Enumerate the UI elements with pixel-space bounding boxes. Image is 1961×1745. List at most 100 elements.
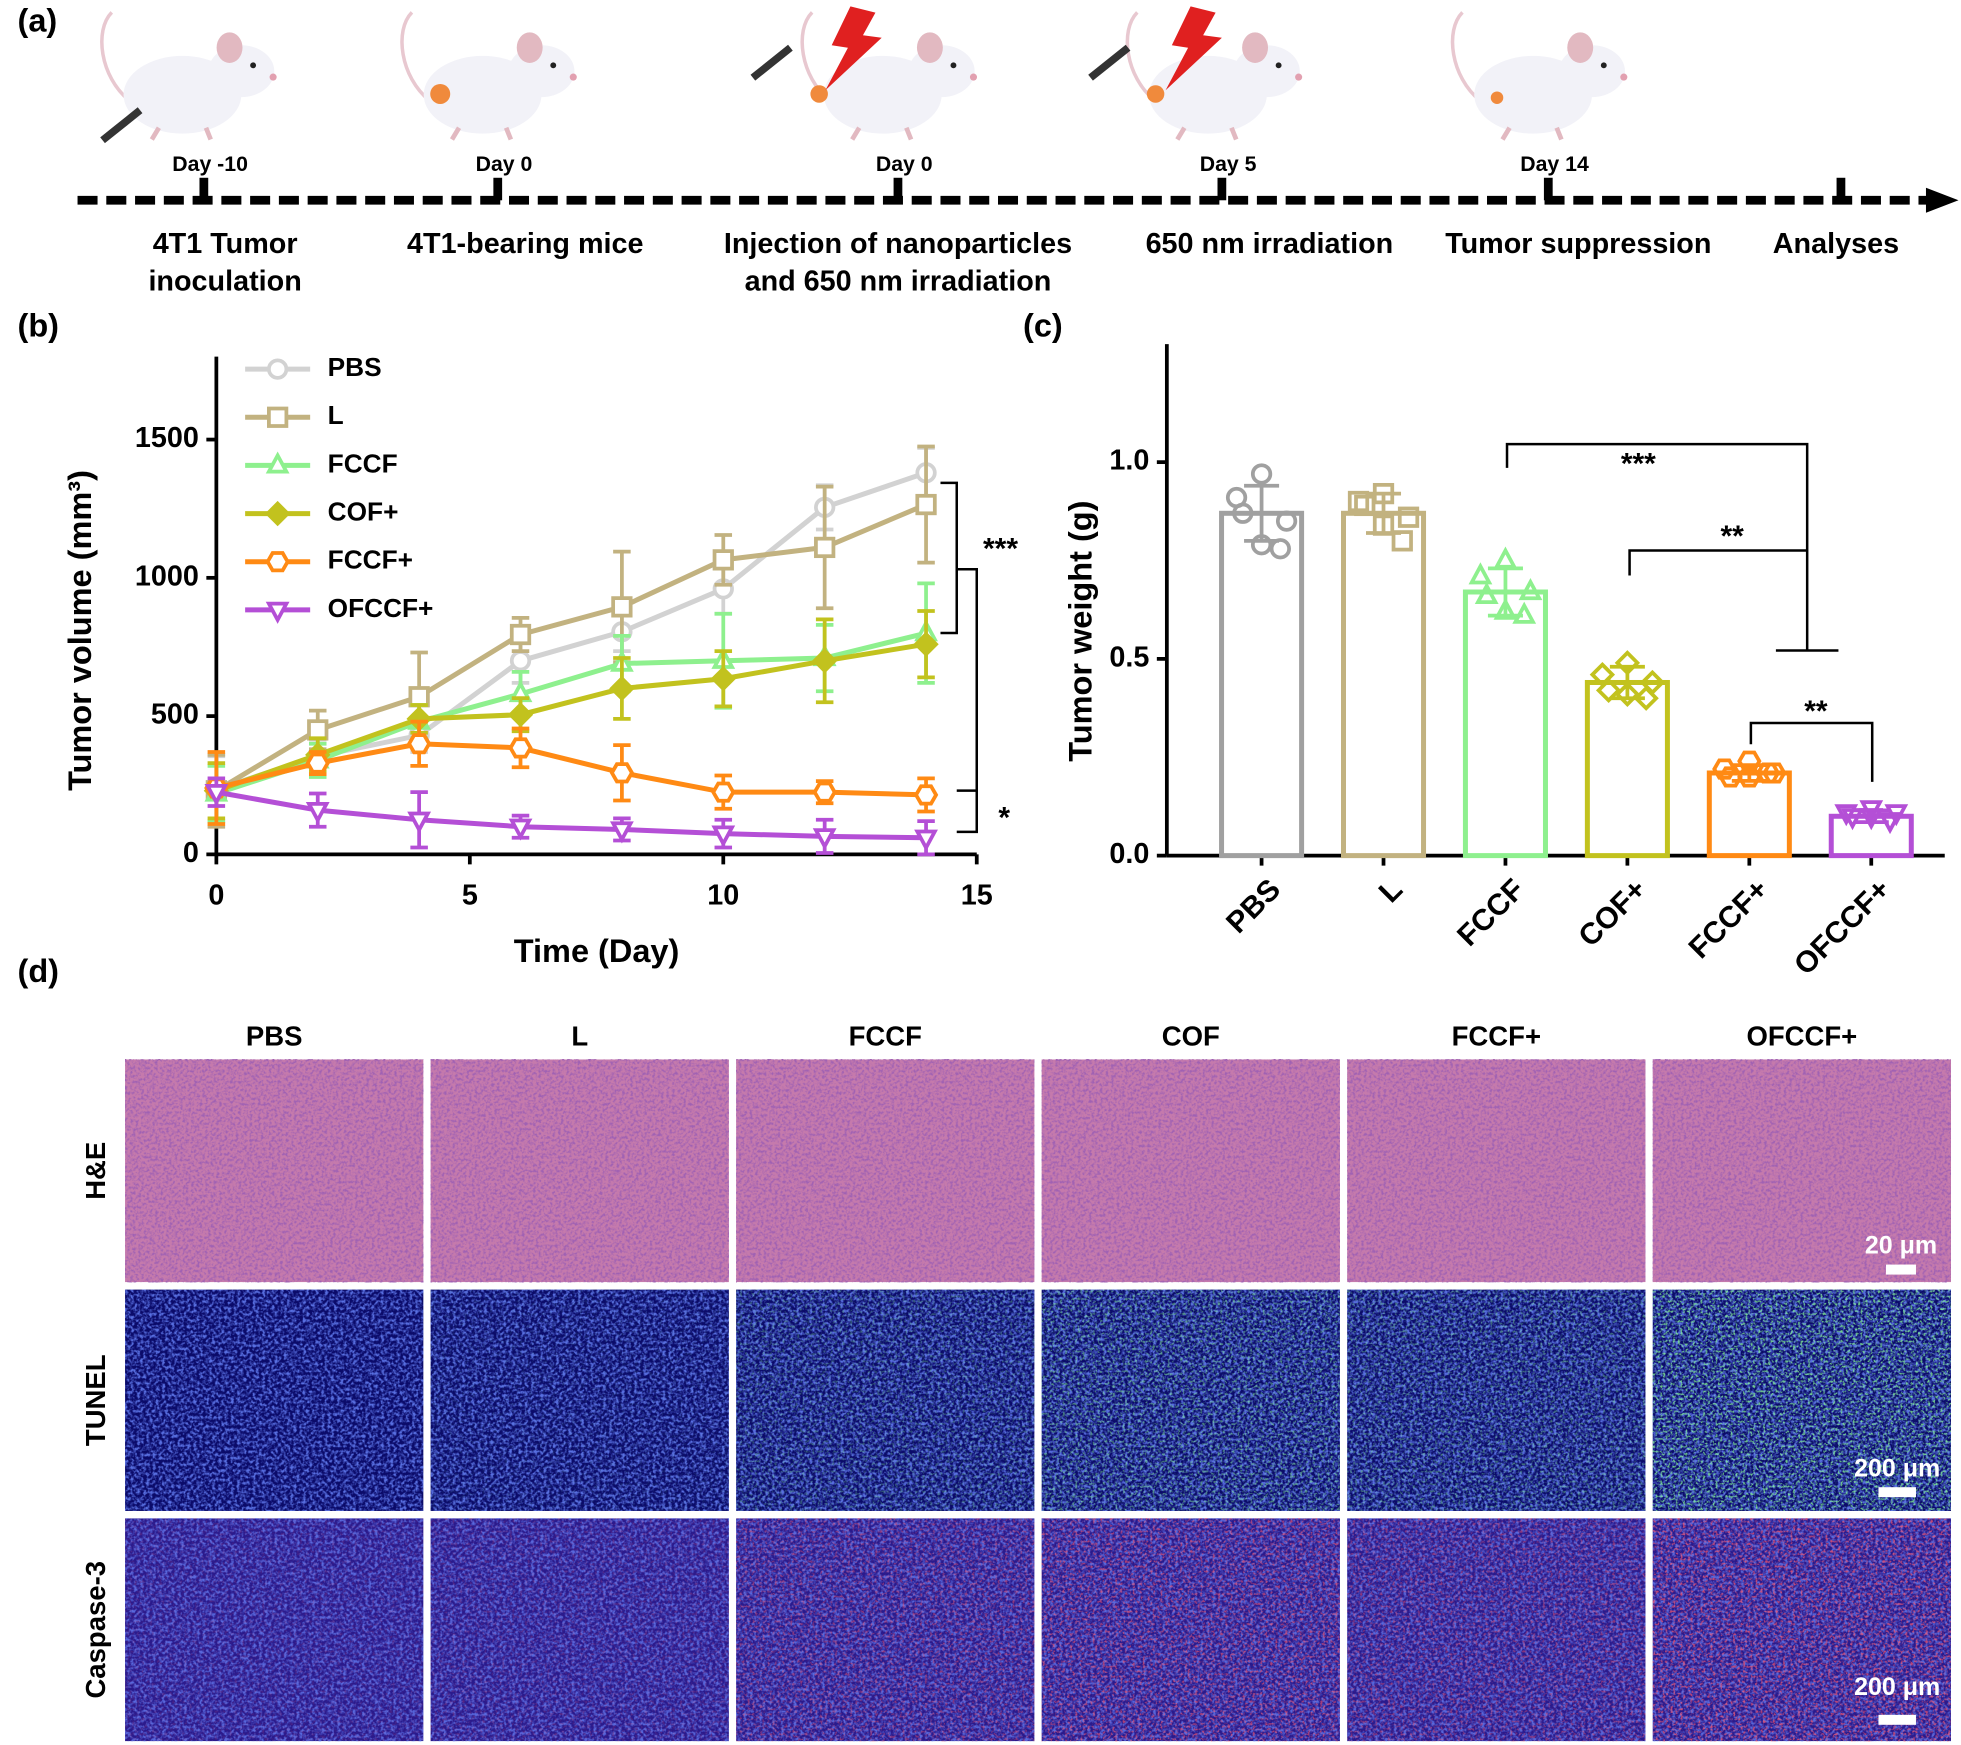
x-tick-label: 10 (707, 879, 739, 911)
marker (509, 650, 532, 672)
row-label: H&E (80, 1142, 111, 1200)
step-label: and 650 nm irradiation (745, 265, 1052, 297)
micrograph (736, 1518, 1035, 1742)
micrograph-texture (736, 1289, 1035, 1511)
series (203, 609, 939, 821)
marker (1878, 812, 1902, 835)
column-label: FCCF+ (1452, 1020, 1541, 1051)
micrograph (1652, 1289, 1951, 1511)
panel-label: (c) (1023, 307, 1063, 343)
legend-label: FCCF+ (328, 545, 413, 575)
panel-label: (a) (18, 2, 58, 38)
marker (913, 631, 939, 657)
micrograph-texture (430, 1059, 729, 1283)
significance-label: * (998, 801, 1010, 834)
marker (611, 596, 633, 618)
marker (1762, 762, 1787, 784)
y-tick-label: 1000 (135, 560, 199, 592)
marker (264, 500, 291, 527)
marker (305, 752, 330, 774)
marker (1354, 494, 1376, 517)
marker (204, 784, 229, 807)
step-label: 4T1 Tumor (153, 228, 298, 260)
marker (1718, 766, 1743, 788)
bar (1340, 510, 1427, 859)
bar (1584, 679, 1670, 859)
marker (812, 648, 838, 674)
step-label: 650 nm irradiation (1146, 228, 1394, 260)
marker (267, 358, 289, 380)
y-axis-title: Tumor volume (mm³) (62, 470, 98, 791)
marker (1614, 681, 1641, 707)
y-tick-label: 1500 (135, 422, 199, 454)
micrograph-texture (125, 1289, 424, 1511)
series (204, 719, 939, 826)
marker (711, 781, 736, 803)
scale-bar-label: 200 μm (1854, 1454, 1940, 1482)
legend-label: FCCF (328, 448, 398, 478)
micrograph-texture (430, 1289, 729, 1511)
panel-labels: (a) (b) (c) (d) (18, 2, 1063, 988)
marker (1372, 514, 1395, 536)
micrograph (1347, 1059, 1646, 1283)
marker (914, 829, 938, 852)
marker (1712, 758, 1737, 780)
step-label: 4T1-bearing mice (407, 228, 643, 260)
marker (265, 601, 290, 624)
marker (1633, 685, 1659, 711)
micrograph (430, 1059, 729, 1283)
day-label: Day -10 (172, 152, 248, 176)
marker (1614, 650, 1641, 676)
timeline-arrow (1925, 187, 1959, 213)
micrograph-texture (125, 1059, 424, 1283)
micrograph (1652, 1059, 1951, 1283)
micrograph-texture (1347, 1518, 1646, 1742)
marker (609, 675, 635, 702)
column-label: FCCF (849, 1020, 922, 1051)
tumor (1490, 91, 1504, 104)
y-axis-title: Tumor weight (g) (1063, 501, 1099, 762)
marker (913, 784, 939, 806)
significance-label: *** (983, 532, 1018, 565)
micrograph (1652, 1518, 1951, 1742)
micrograph-texture (125, 1518, 424, 1742)
day-label: Day 14 (1520, 152, 1589, 176)
significance-bracket (1505, 442, 1874, 782)
marker (1518, 578, 1543, 601)
legend-label: PBS (328, 352, 382, 382)
micrograph-texture (1041, 1059, 1340, 1283)
series (204, 776, 938, 857)
scale-bar-label: 20 μm (1865, 1232, 1937, 1260)
marker (610, 821, 634, 844)
marker (1859, 808, 1884, 831)
x-tick-label: FCCF (1451, 873, 1531, 953)
bar-chart-panel: 0.0 0.5 1.0 Tumor weight (g) PBS L FCCF COF+ FCC… (1063, 344, 1945, 982)
bar (1462, 589, 1548, 859)
mouse-illustration (802, 12, 977, 139)
marker (1595, 677, 1622, 704)
tumor (1146, 85, 1165, 103)
mouse-illustration (402, 12, 577, 139)
tumor (430, 83, 451, 104)
marker (507, 702, 534, 728)
marker (1493, 546, 1518, 569)
line (215, 630, 927, 796)
marker (305, 801, 330, 825)
marker (408, 686, 430, 708)
micrograph (1347, 1289, 1646, 1511)
column-label: COF (1162, 1020, 1220, 1051)
micrograph-texture (1041, 1518, 1340, 1742)
micrograph-texture (736, 1059, 1035, 1283)
x-axis-title: Time (Day) (514, 933, 680, 969)
significance-label: ** (1804, 695, 1828, 728)
panel-label: (d) (18, 953, 60, 989)
marker (1250, 534, 1273, 556)
y-tick-label: 500 (151, 699, 199, 731)
marker (307, 719, 329, 741)
micrograph-texture (1652, 1059, 1951, 1283)
marker (711, 825, 736, 848)
x-tick-label: COF+ (1572, 873, 1653, 954)
marker (508, 818, 533, 841)
tumor (810, 85, 828, 103)
scale-bar-label: 200 μm (1854, 1673, 1940, 1701)
